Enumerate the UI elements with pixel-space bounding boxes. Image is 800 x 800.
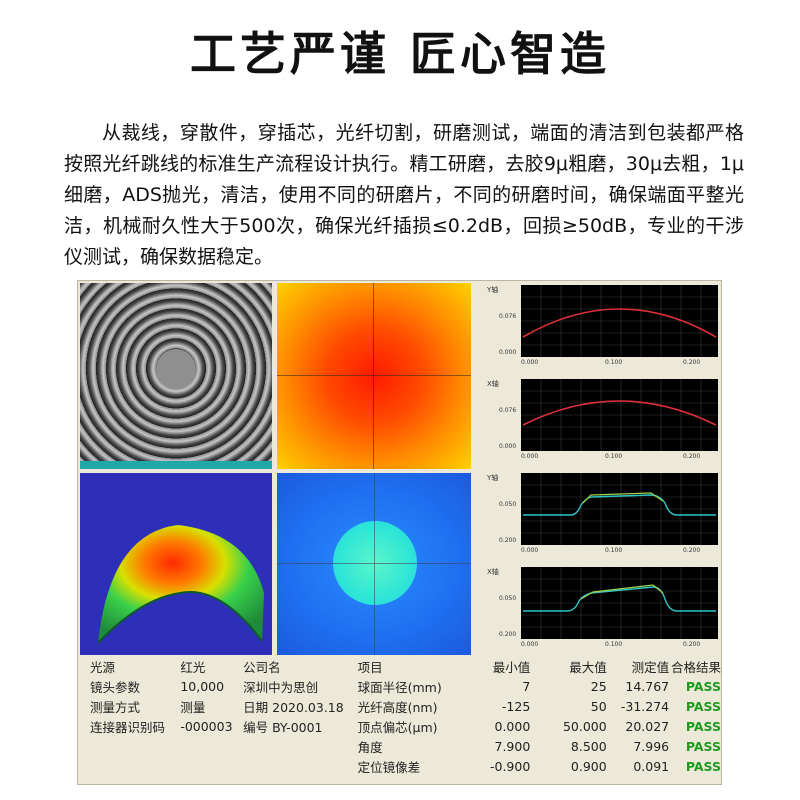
table-row: 角度 7.900 8.500 7.996 PASS <box>90 736 721 756</box>
row-max: 0.900 <box>570 758 607 774</box>
row-min: -125 <box>501 698 531 714</box>
info-value: 红光 <box>180 659 206 675</box>
row-measured: 7.996 <box>633 738 670 754</box>
graph-x-tick: 0.100 <box>605 453 623 460</box>
graph-y-tick: 0.076 <box>499 407 517 414</box>
company-id: 编号 BY-0001 <box>243 716 357 736</box>
table-header-row: 光源 红光 公司名 项目 最小值 最大值 测定值 合格结果 <box>90 656 721 676</box>
table-header: 最大值 <box>569 659 607 675</box>
graph-x-tick: 0.000 <box>521 547 539 554</box>
row-result: PASS <box>685 758 721 774</box>
graph-x-tick: 0.100 <box>605 641 623 648</box>
graph-x-tick: 0.200 <box>683 359 701 366</box>
table-row: 镜头参数 10,000 深圳中为思创 球面半径(mm) 7 25 14.767 … <box>90 676 721 696</box>
row-item: 球面半径(mm) <box>357 679 442 695</box>
graph-y-tick: 0.000 <box>499 349 517 356</box>
graph-y-profile-2: Y轴 0.050 0.200 0.000 0.100 0.200 <box>485 471 721 563</box>
info-value: 测量 <box>180 699 206 715</box>
graph-axis-label: X轴 <box>487 568 499 576</box>
row-result: PASS <box>685 738 721 754</box>
graph-axis-label: X轴 <box>487 380 499 388</box>
graph-axis-label: Y轴 <box>487 474 499 482</box>
table-row: 连接器识别码 -000003 编号 BY-0001 顶点偏芯(μm) 0.000… <box>90 716 721 736</box>
graph-y-tick: 0.000 <box>499 443 517 450</box>
graph-x-tick: 0.000 <box>521 359 539 366</box>
id-label: 编号 <box>243 719 269 735</box>
info-label: 测量方式 <box>90 699 141 715</box>
company-label: 公司名 <box>243 659 281 675</box>
row-min: 7 <box>522 678 531 694</box>
table-header: 项目 <box>357 659 383 675</box>
graph-x-tick: 0.200 <box>683 547 701 554</box>
graph-x-tick: 0.000 <box>521 453 539 460</box>
row-min: 0.000 <box>494 718 531 734</box>
company-date: 日期 2020.03.18 <box>243 696 357 716</box>
graph-x-tick: 0.100 <box>605 359 623 366</box>
info-label: 连接器识别码 <box>90 719 166 735</box>
date-value: 2020.03.18 <box>272 699 344 715</box>
info-label: 镜头参数 <box>90 679 141 695</box>
graph-y-tick: 0.200 <box>499 631 517 638</box>
id-value: BY-0001 <box>272 719 323 735</box>
page-title: 工艺严谨 匠心智造 <box>189 27 610 81</box>
row-min: -0.900 <box>490 758 531 774</box>
row-result: PASS <box>685 718 721 734</box>
graph-axis-label: Y轴 <box>487 286 499 294</box>
description-paragraph: 从裁线，穿散件，穿插芯，光纤切割，研磨测试，端面的清洁到包装都严格按照光纤跳线的… <box>64 122 744 268</box>
table-row: 定位镜像差 -0.900 0.900 0.091 PASS <box>90 756 721 776</box>
graph-plot <box>521 285 718 357</box>
table-header: 最小值 <box>492 659 531 675</box>
row-min: 7.900 <box>494 738 531 754</box>
graph-x-profile-2: X轴 0.050 0.200 0.000 0.100 0.200 <box>485 565 721 657</box>
info-value: 10,000 <box>180 678 225 694</box>
interference-fringe-image <box>80 283 272 469</box>
graph-plot <box>521 473 718 545</box>
table-header: 测定值 <box>631 659 670 675</box>
row-max: 50 <box>590 698 607 714</box>
table-row: 测量方式 测量 日期 2020.03.18 光纤高度(nm) -125 50 -… <box>90 696 721 716</box>
measurement-results-table: 光源 红光 公司名 项目 最小值 最大值 测定值 合格结果 镜头参数 10,00… <box>90 656 721 776</box>
core-offset-image <box>277 473 471 655</box>
row-measured: -31.274 <box>620 698 670 714</box>
info-value: -000003 <box>180 718 233 734</box>
graph-y-tick: 0.050 <box>499 501 517 508</box>
graph-x-tick: 0.100 <box>605 547 623 554</box>
graph-x-tick: 0.000 <box>521 641 539 648</box>
row-item: 光纤高度(nm) <box>357 699 438 715</box>
info-label: 光源 <box>90 659 116 675</box>
row-max: 50.000 <box>562 718 607 734</box>
row-item: 定位镜像差 <box>357 759 421 775</box>
row-measured: 14.767 <box>625 678 670 694</box>
row-result: PASS <box>685 678 721 694</box>
row-measured: 0.091 <box>633 758 670 774</box>
date-label: 日期 <box>243 699 269 715</box>
graph-y-tick: 0.200 <box>499 537 517 544</box>
3d-surface-image <box>80 473 272 655</box>
table-header: 合格结果 <box>670 659 721 675</box>
graph-plot <box>521 379 718 451</box>
interferometer-report: Y轴 0.076 0.000 0.000 0.100 0.200 X轴 0.07… <box>77 280 722 785</box>
graph-y-tick: 0.076 <box>499 313 517 320</box>
graph-x-tick: 0.200 <box>683 453 701 460</box>
row-measured: 20.027 <box>625 718 670 734</box>
row-item: 角度 <box>357 739 383 755</box>
graph-plot <box>521 567 718 639</box>
graph-x-tick: 0.200 <box>683 641 701 648</box>
row-item: 顶点偏芯(μm) <box>357 719 438 735</box>
graph-x-profile-1: X轴 0.076 0.000 0.000 0.100 0.200 <box>485 377 721 469</box>
height-heatmap-image <box>277 283 471 469</box>
row-max: 8.500 <box>570 738 607 754</box>
row-max: 25 <box>590 678 607 694</box>
graph-y-profile-1: Y轴 0.076 0.000 0.000 0.100 0.200 <box>485 283 721 375</box>
graph-y-tick: 0.050 <box>499 595 517 602</box>
row-result: PASS <box>685 698 721 714</box>
company-name: 深圳中为思创 <box>243 679 319 695</box>
